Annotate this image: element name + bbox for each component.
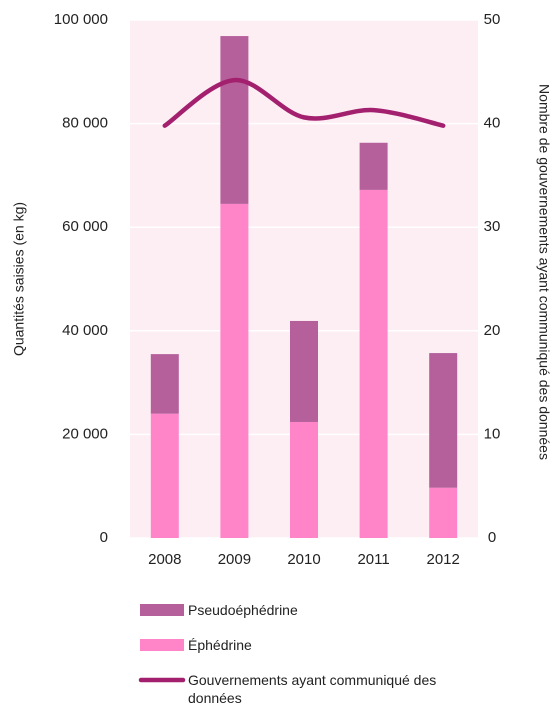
legend-swatch [140, 639, 184, 651]
x-tick-label: 2009 [218, 551, 251, 568]
y-tick-label: 0 [100, 529, 108, 546]
y-tick-label: 100 000 [54, 11, 108, 28]
y2-tick-label: 10 [484, 425, 501, 442]
y-tick-label: 40 000 [62, 322, 108, 339]
x-tick-label: 2008 [148, 551, 181, 568]
y2-tick-label: 40 [484, 115, 501, 132]
bar-segment [359, 189, 388, 539]
bar-segment [429, 487, 458, 538]
bar-segment [150, 413, 179, 538]
x-tick-label: 2011 [357, 551, 389, 568]
line [162, 77, 446, 128]
bar-segment [429, 353, 458, 488]
legend-label: Éphédrine [188, 637, 252, 653]
y2-tick-label: 50 [484, 11, 501, 28]
legend-label: Gouvernements ayant communiqué des donné… [188, 672, 437, 706]
y2-tick-label: 30 [484, 218, 501, 235]
bar-segment [359, 142, 388, 190]
bar-segment [220, 203, 249, 538]
x-tick-label: 2012 [427, 551, 460, 568]
x-tick-label: 2010 [287, 551, 320, 568]
legend-label: Pseudoéphédrine [188, 602, 298, 618]
bar-segment [290, 421, 318, 538]
legend-swatch [140, 604, 184, 616]
bar-segment [220, 36, 249, 204]
y2-tick-label: 0 [488, 529, 496, 546]
y2-axis-label: Nombre de gouvernements ayant communiqué… [536, 84, 552, 460]
bar-segment [150, 354, 179, 414]
bar-segment [290, 320, 318, 422]
y-axis-label: Quantités saisies (en kg) [11, 202, 27, 356]
y-tick-label: 80 000 [62, 115, 108, 132]
y-tick-label: 20 000 [62, 425, 108, 442]
y2-tick-label: 20 [484, 322, 501, 339]
y-tick-label: 60 000 [62, 218, 108, 235]
